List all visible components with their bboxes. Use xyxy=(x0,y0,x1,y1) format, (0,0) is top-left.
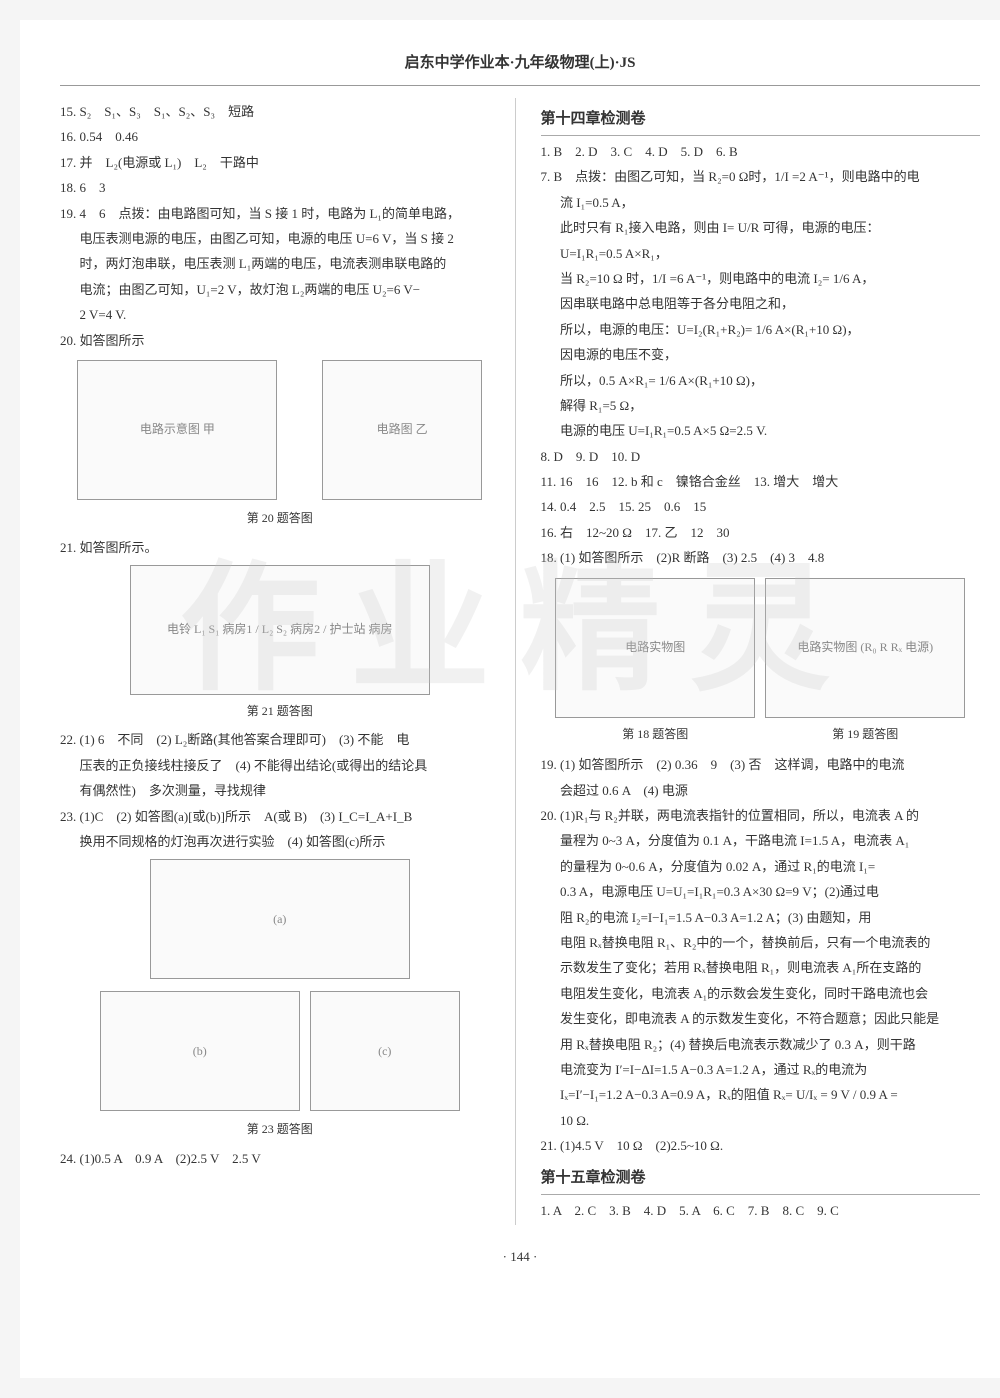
q19-line5: 2 V=4 V. xyxy=(60,303,500,326)
r20g: 示数发生了变化；若用 Rₓ替换电阻 R₁，则电流表 A₁所在支路的 xyxy=(541,956,981,979)
r20a: 20. (1)R₁与 R₂并联，两电流表指针的位置相同，所以，电流表 A 的 xyxy=(541,804,981,827)
r21: 21. (1)4.5 V 10 Ω (2)2.5~10 Ω. xyxy=(541,1134,981,1157)
r1: 1. B 2. D 3. C 4. D 5. D 6. B xyxy=(541,140,981,163)
r8: 8. D 9. D 10. D xyxy=(541,445,981,468)
r20i: 发生变化，即电流表 A 的示数发生变化，不符合题意；因此只能是 xyxy=(541,1007,981,1030)
q22-line1: 22. (1) 6 不同 (2) L₂断路(其他答案合理即可) (3) 不能 电 xyxy=(60,728,500,751)
page-header: 启东中学作业本·九年级物理(上)·JS xyxy=(60,50,980,86)
r7j: 解得 R₁=5 Ω， xyxy=(541,394,981,417)
r20f: 电阻 Rₓ替换电阻 R₁、R₂中的一个，替换前后，只有一个电流表的 xyxy=(541,931,981,954)
r19b: 会超过 0.6 A (4) 电源 xyxy=(541,779,981,802)
fig18-19-row: 电路实物图 第 18 题答图 电路实物图 (R₀ R Rₓ 电源) 第 19 题… xyxy=(541,572,981,752)
fig23-caption: 第 23 题答图 xyxy=(60,1119,500,1141)
left-column: 15. S₂ S₁、S₃ S₁、S₂、S₃ 短路 16. 0.54 0.46 1… xyxy=(60,98,516,1225)
fig23b-label: (b) xyxy=(193,1041,207,1063)
fig23-row: (b) (c) xyxy=(60,985,500,1117)
q15: 15. S₂ S₁、S₃ S₁、S₂、S₃ 短路 xyxy=(60,100,500,123)
fig18-caption: 第 18 题答图 xyxy=(555,724,755,746)
q17: 17. 并 L₂(电源或 L₁) L₂ 干路中 xyxy=(60,151,500,174)
r11: 11. 16 16 12. b 和 c 镍铬合金丝 13. 增大 增大 xyxy=(541,470,981,493)
r15-1: 1. A 2. C 3. B 4. D 5. A 6. C 7. B 8. C … xyxy=(541,1199,981,1222)
q21: 21. 如答图所示。 xyxy=(60,536,500,559)
r7i: 所以，0.5 A×R₁= 1/6 A×(R₁+10 Ω)， xyxy=(541,369,981,392)
q22-line2: 压表的正负接线柱接反了 (4) 不能得出结论(或得出的结论具 xyxy=(60,754,500,777)
r20l: Iₓ=I′−I₁=1.2 A−0.3 A=0.9 A，Rₓ的阻值 Rₓ= U/I… xyxy=(541,1083,981,1106)
fig23a-label: (a) xyxy=(273,909,286,931)
right-column: 第十四章检测卷 1. B 2. D 3. C 4. D 5. D 6. B 7.… xyxy=(536,98,981,1225)
r7h: 因电源的电压不变， xyxy=(541,343,981,366)
fig20-row: 电路示意图 甲 电路图 乙 xyxy=(60,354,500,506)
r20m: 10 Ω. xyxy=(541,1109,981,1132)
r20d: 0.3 A，电源电压 U=U₁=I₁R₁=0.3 A×30 Ω=9 V；(2)通… xyxy=(541,880,981,903)
q19-line1: 19. 4 6 点拨：由电路图可知，当 S 接 1 时，电路为 L₁的简单电路， xyxy=(60,202,500,225)
r7e: 当 R₂=10 Ω 时，1/I =6 A⁻¹，则电路中的电流 I₂= 1/6 A… xyxy=(541,267,981,290)
r20e: 阻 R₂的电流 I₂=I−I₁=1.5 A−0.3 A=1.2 A；(3) 由题… xyxy=(541,906,981,929)
fig19-caption: 第 19 题答图 xyxy=(765,724,965,746)
r7f: 因串联电路中总电阻等于各分电阻之和， xyxy=(541,292,981,315)
r7g: 所以，电源的电压：U=I₂(R₁+R₂)= 1/6 A×(R₁+10 Ω)， xyxy=(541,318,981,341)
content-columns: 15. S₂ S₁、S₃ S₁、S₂、S₃ 短路 16. 0.54 0.46 1… xyxy=(60,98,980,1225)
q19-line2: 电压表测电源的电压，由图乙可知，电源的电压 U=6 V，当 S 接 2 xyxy=(60,227,500,250)
chapter14-title: 第十四章检测卷 xyxy=(541,106,981,136)
fig18: 电路实物图 xyxy=(555,578,755,718)
page-number: · 144 · xyxy=(60,1245,980,1268)
r19a: 19. (1) 如答图所示 (2) 0.36 9 (3) 否 这样调，电路中的电… xyxy=(541,753,981,776)
r18: 18. (1) 如答图所示 (2)R 断路 (3) 2.5 (4) 3 4.8 xyxy=(541,546,981,569)
q23-line2: 换用不同规格的灯泡再次进行实验 (4) 如答图(c)所示 xyxy=(60,830,500,853)
page: 作业精灵 启东中学作业本·九年级物理(上)·JS 15. S₂ S₁、S₃ S₁… xyxy=(20,20,1000,1378)
q16: 16. 0.54 0.46 xyxy=(60,125,500,148)
r20c: 的量程为 0~0.6 A，分度值为 0.02 A，通过 R₁的电流 I₁= xyxy=(541,855,981,878)
r7k: 电源的电压 U=I₁R₁=0.5 A×5 Ω=2.5 V. xyxy=(541,419,981,442)
fig21: 电铃 L₁ S₁ 病房1 / L₂ S₂ 病房2 / 护士站 病房 xyxy=(130,565,430,695)
r7a: 7. B 点拨：由图乙可知，当 R₂=0 Ω时，1/I =2 A⁻¹，则电路中的… xyxy=(541,165,981,188)
r16: 16. 右 12~20 Ω 17. 乙 12 30 xyxy=(541,521,981,544)
q23-line1: 23. (1)C (2) 如答图(a)[或(b)]所示 A(或 B) (3) I… xyxy=(60,805,500,828)
fig23a: (a) xyxy=(150,859,410,979)
q22-line3: 有偶然性) 多次测量，寻找规律 xyxy=(60,779,500,802)
fig20-caption: 第 20 题答图 xyxy=(60,508,500,530)
r7b: 流 I₁=0.5 A， xyxy=(541,191,981,214)
r20j: 用 Rₓ替换电阻 R₂；(4) 替换后电流表示数减少了 0.3 A，则干路 xyxy=(541,1033,981,1056)
r20k: 电流变为 I′=I−ΔI=1.5 A−0.3 A=1.2 A，通过 Rₓ的电流为 xyxy=(541,1058,981,1081)
q20: 20. 如答图所示 xyxy=(60,329,500,352)
q19-line3: 时，两灯泡串联，电压表测 L₁两端的电压，电流表测串联电路的 xyxy=(60,252,500,275)
fig20-left: 电路示意图 甲 xyxy=(77,360,277,500)
fig19: 电路实物图 (R₀ R Rₓ 电源) xyxy=(765,578,965,718)
fig23b: (b) xyxy=(100,991,300,1111)
r20h: 电阻发生变化，电流表 A₁的示数会发生变化，同时干路电流也会 xyxy=(541,982,981,1005)
q19-line4: 电流；由图乙可知，U₁=2 V，故灯泡 L₂两端的电压 U₂=6 V− xyxy=(60,278,500,301)
fig23c: (c) xyxy=(310,991,460,1111)
r7c: 此时只有 R₁接入电路，则由 I= U/R 可得，电源的电压： xyxy=(541,216,981,239)
q24: 24. (1)0.5 A 0.9 A (2)2.5 V 2.5 V xyxy=(60,1147,500,1170)
fig23c-label: (c) xyxy=(378,1041,391,1063)
q18: 18. 6 3 xyxy=(60,176,500,199)
r14: 14. 0.4 2.5 15. 25 0.6 15 xyxy=(541,495,981,518)
fig20-right: 电路图 乙 xyxy=(322,360,482,500)
r7d: U=I₁R₁=0.5 A×R₁， xyxy=(541,242,981,265)
fig21-caption: 第 21 题答图 xyxy=(60,701,500,723)
r20b: 量程为 0~3 A，分度值为 0.1 A，干路电流 I=1.5 A，电流表 A₁ xyxy=(541,829,981,852)
chapter15-title: 第十五章检测卷 xyxy=(541,1165,981,1195)
